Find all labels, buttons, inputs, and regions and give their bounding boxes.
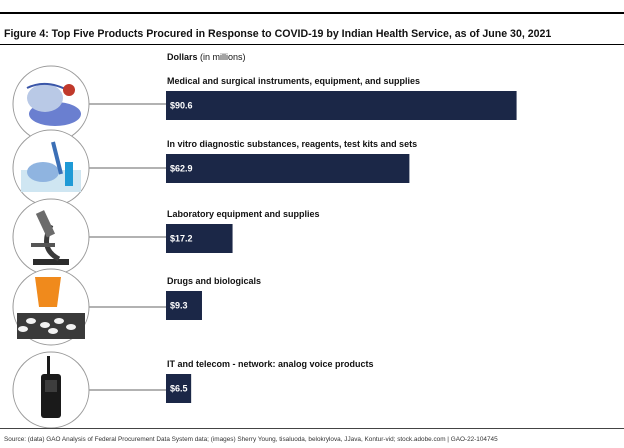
category-label: Drugs and biologicals	[167, 276, 261, 286]
radio-speaker	[45, 380, 57, 392]
units-rest: (in millions)	[197, 52, 246, 62]
bar	[166, 154, 410, 183]
sample-vial	[65, 162, 73, 186]
title-rule	[0, 44, 624, 45]
bar	[166, 374, 192, 403]
swab-tube	[51, 141, 63, 175]
category-label: Medical and surgical instruments, equipm…	[167, 76, 420, 86]
bar	[166, 291, 202, 320]
mask-shape	[27, 84, 63, 112]
pill	[40, 322, 50, 328]
pill	[26, 318, 36, 324]
bar	[166, 224, 233, 253]
microscope-icon	[31, 210, 69, 265]
glove-hand	[27, 162, 59, 182]
radio-antenna	[47, 356, 50, 376]
value-label: $6.5	[170, 384, 188, 394]
test-kit-icon	[21, 141, 81, 192]
category-label: Laboratory equipment and supplies	[167, 209, 320, 219]
microscope-base	[33, 259, 69, 265]
value-label: $90.6	[170, 101, 193, 111]
units-strong: Dollars	[167, 52, 198, 62]
category-label: IT and telecom - network: analog voice p…	[167, 359, 374, 369]
pill-bottle	[35, 277, 61, 307]
pill	[66, 324, 76, 330]
value-label: $9.3	[170, 301, 188, 311]
radio-icon	[41, 356, 61, 418]
category-label: In vitro diagnostic substances, reagents…	[167, 139, 417, 149]
source-note: Source: (data) GAO Analysis of Federal P…	[4, 436, 498, 443]
top-rule	[0, 12, 624, 14]
pills-icon	[17, 277, 85, 339]
microscope-tube	[35, 210, 56, 238]
pill	[54, 318, 64, 324]
pill	[48, 328, 58, 334]
bottom-rule	[0, 428, 624, 429]
surgical-supplies-icon	[26, 82, 81, 126]
stethoscope-head	[63, 84, 75, 96]
bar	[166, 91, 517, 120]
value-label: $62.9	[170, 164, 193, 174]
figure-title: Figure 4: Top Five Products Procured in …	[4, 28, 552, 40]
pill	[18, 326, 28, 332]
value-label: $17.2	[170, 234, 193, 244]
microscope-stage	[31, 243, 55, 247]
units-label: Dollars (in millions)	[167, 52, 246, 62]
